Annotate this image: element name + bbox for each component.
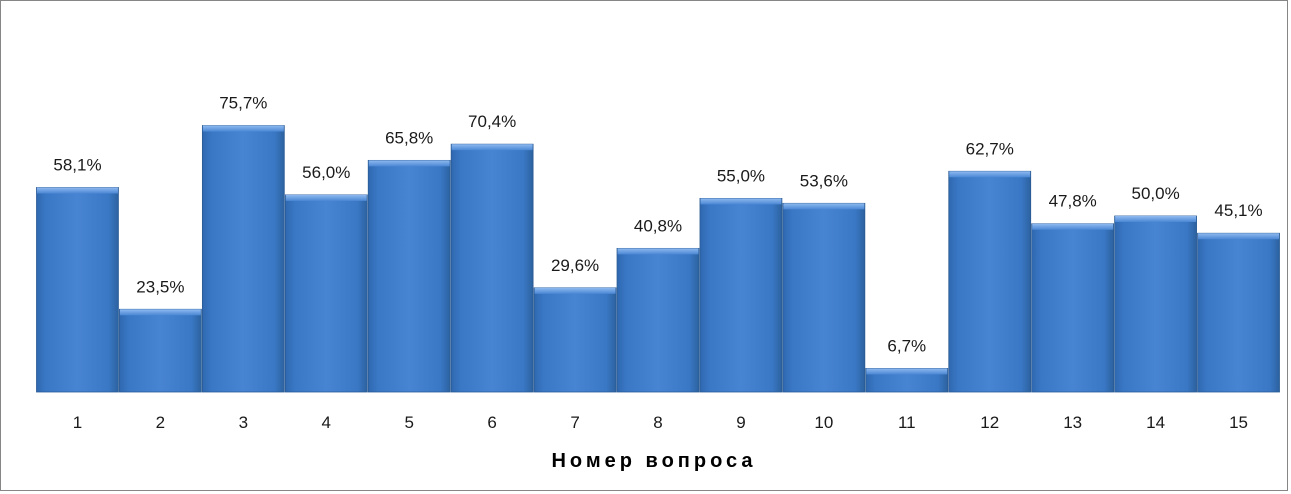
data-label-6: 70,4% [468,112,516,131]
data-label-3: 75,7% [219,94,267,113]
bar-body [948,170,1032,393]
bar-5 [367,159,451,393]
data-label-7: 29,6% [551,256,599,275]
x-tick-label-4: 4 [322,413,331,432]
bar-bevel [368,160,450,167]
bar-1 [36,187,119,393]
data-label-2: 23,5% [136,277,184,296]
data-label-4: 56,0% [302,163,350,182]
data-label-12: 62,7% [966,139,1014,158]
bar-13 [1031,223,1115,393]
x-tick-label-6: 6 [487,413,496,432]
bar-body [1197,232,1280,393]
x-tick-labels-layer: 1 2 3 4 5 6 7 8 9 10 11 12 13 14 15 [73,413,1248,432]
bar-body [367,159,451,393]
x-tick-label-3: 3 [239,413,248,432]
bar-bevel [37,187,118,194]
data-label-9: 55,0% [717,166,765,185]
bar-bevel [700,198,782,205]
bar-bevel [866,368,948,375]
bar-bevel [119,309,201,316]
x-tick-label-12: 12 [980,413,999,432]
bar-10 [782,202,866,393]
data-label-15: 45,1% [1214,201,1262,220]
x-tick-label-9: 9 [736,413,745,432]
bar-body [284,194,368,393]
data-label-5: 65,8% [385,128,433,147]
bar-12 [948,170,1032,393]
x-tick-label-2: 2 [156,413,165,432]
bar-6 [450,143,534,393]
bar-bevel [617,248,699,255]
bar-body [450,143,534,393]
data-label-13: 47,8% [1049,192,1097,211]
bar-bevel [202,125,284,132]
bar-body [1031,223,1115,393]
bar-bevel [783,203,865,210]
bar-body [616,247,700,393]
bar-11 [865,368,949,393]
bar-bevel [534,287,616,294]
bar-bevel [949,171,1031,178]
bar-body [782,202,866,393]
bar-body [201,125,285,393]
bars-layer [36,125,1280,393]
data-label-14: 50,0% [1131,184,1179,203]
bar-14 [1114,215,1197,393]
x-tick-label-5: 5 [404,413,413,432]
bar-7 [533,287,617,393]
bar-body [36,187,119,393]
bar-8 [616,247,700,393]
bar-body [699,197,783,393]
bar-bevel [1115,216,1197,222]
x-tick-label-13: 13 [1063,413,1082,432]
x-tick-label-8: 8 [653,413,662,432]
x-axis-title: Номер вопроса [551,450,756,472]
x-tick-label-1: 1 [73,413,82,432]
bar-4 [284,194,368,393]
x-tick-label-14: 14 [1146,413,1165,432]
bar-body [119,308,202,393]
bar-body [533,287,617,393]
x-tick-label-15: 15 [1229,413,1248,432]
data-label-1: 58,1% [53,155,101,174]
bar-3 [201,125,285,393]
data-label-11: 6,7% [887,336,926,355]
bar-15 [1197,232,1280,393]
bar-bevel [1032,223,1114,230]
bar-bevel [1198,233,1279,240]
bar-bevel [451,144,533,151]
x-tick-label-10: 10 [814,413,833,432]
bar-body [1114,215,1197,393]
data-label-10: 53,6% [800,171,848,190]
bar-bevel [285,194,367,201]
x-tick-label-11: 11 [898,413,916,432]
data-labels-layer: 58,1% 23,5% 75,7% 56,0% 65,8% 70,4% 29,6% 40,8%… [53,94,1262,356]
data-label-8: 40,8% [634,216,682,235]
bar-2 [119,308,202,393]
x-tick-label-7: 7 [570,413,579,432]
bar-9 [699,197,783,393]
